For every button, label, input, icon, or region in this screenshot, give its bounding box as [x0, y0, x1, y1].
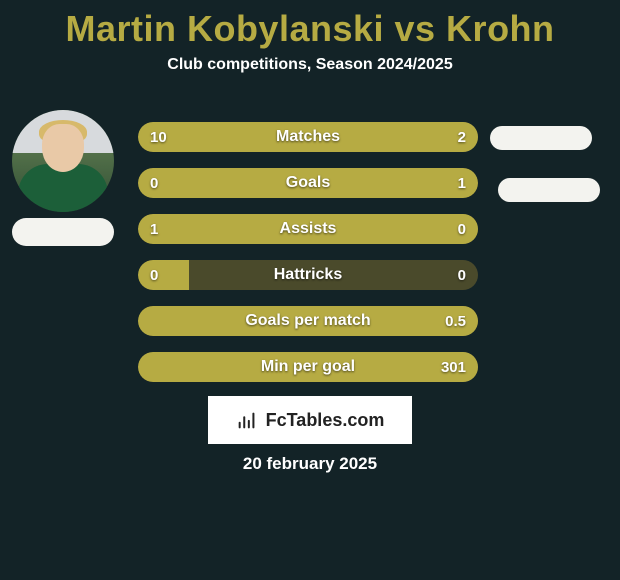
stat-bar: 00Hattricks	[138, 260, 478, 290]
site-logo: FcTables.com	[208, 396, 412, 444]
site-logo-text: FcTables.com	[266, 410, 385, 431]
stat-bar-label: Goals per match	[138, 306, 478, 336]
stat-bar: 01Goals	[138, 168, 478, 198]
player-left	[8, 110, 118, 246]
stat-bar-label: Goals	[138, 168, 478, 198]
player-left-name-pill	[12, 218, 114, 246]
page-title: Martin Kobylanski vs Krohn	[0, 8, 620, 50]
date-label: 20 february 2025	[0, 454, 620, 474]
stat-bar: 301Min per goal	[138, 352, 478, 382]
stat-bar: 102Matches	[138, 122, 478, 152]
player-right-name-pill-1	[490, 126, 592, 150]
stat-bars: 102Matches 01Goals 10Assists 00Hattricks 0.5…	[138, 122, 478, 398]
stat-bar-label: Min per goal	[138, 352, 478, 382]
player-right-name-pill-2	[498, 178, 600, 202]
player-left-avatar	[12, 110, 114, 212]
bar-chart-icon	[236, 409, 258, 431]
stat-bar: 10Assists	[138, 214, 478, 244]
stat-bar-label: Matches	[138, 122, 478, 152]
page-subtitle: Club competitions, Season 2024/2025	[0, 56, 620, 74]
stat-bar-label: Assists	[138, 214, 478, 244]
stat-bar-label: Hattricks	[138, 260, 478, 290]
stat-bar: 0.5Goals per match	[138, 306, 478, 336]
comparison-card: Martin Kobylanski vs Krohn Club competit…	[0, 0, 620, 580]
